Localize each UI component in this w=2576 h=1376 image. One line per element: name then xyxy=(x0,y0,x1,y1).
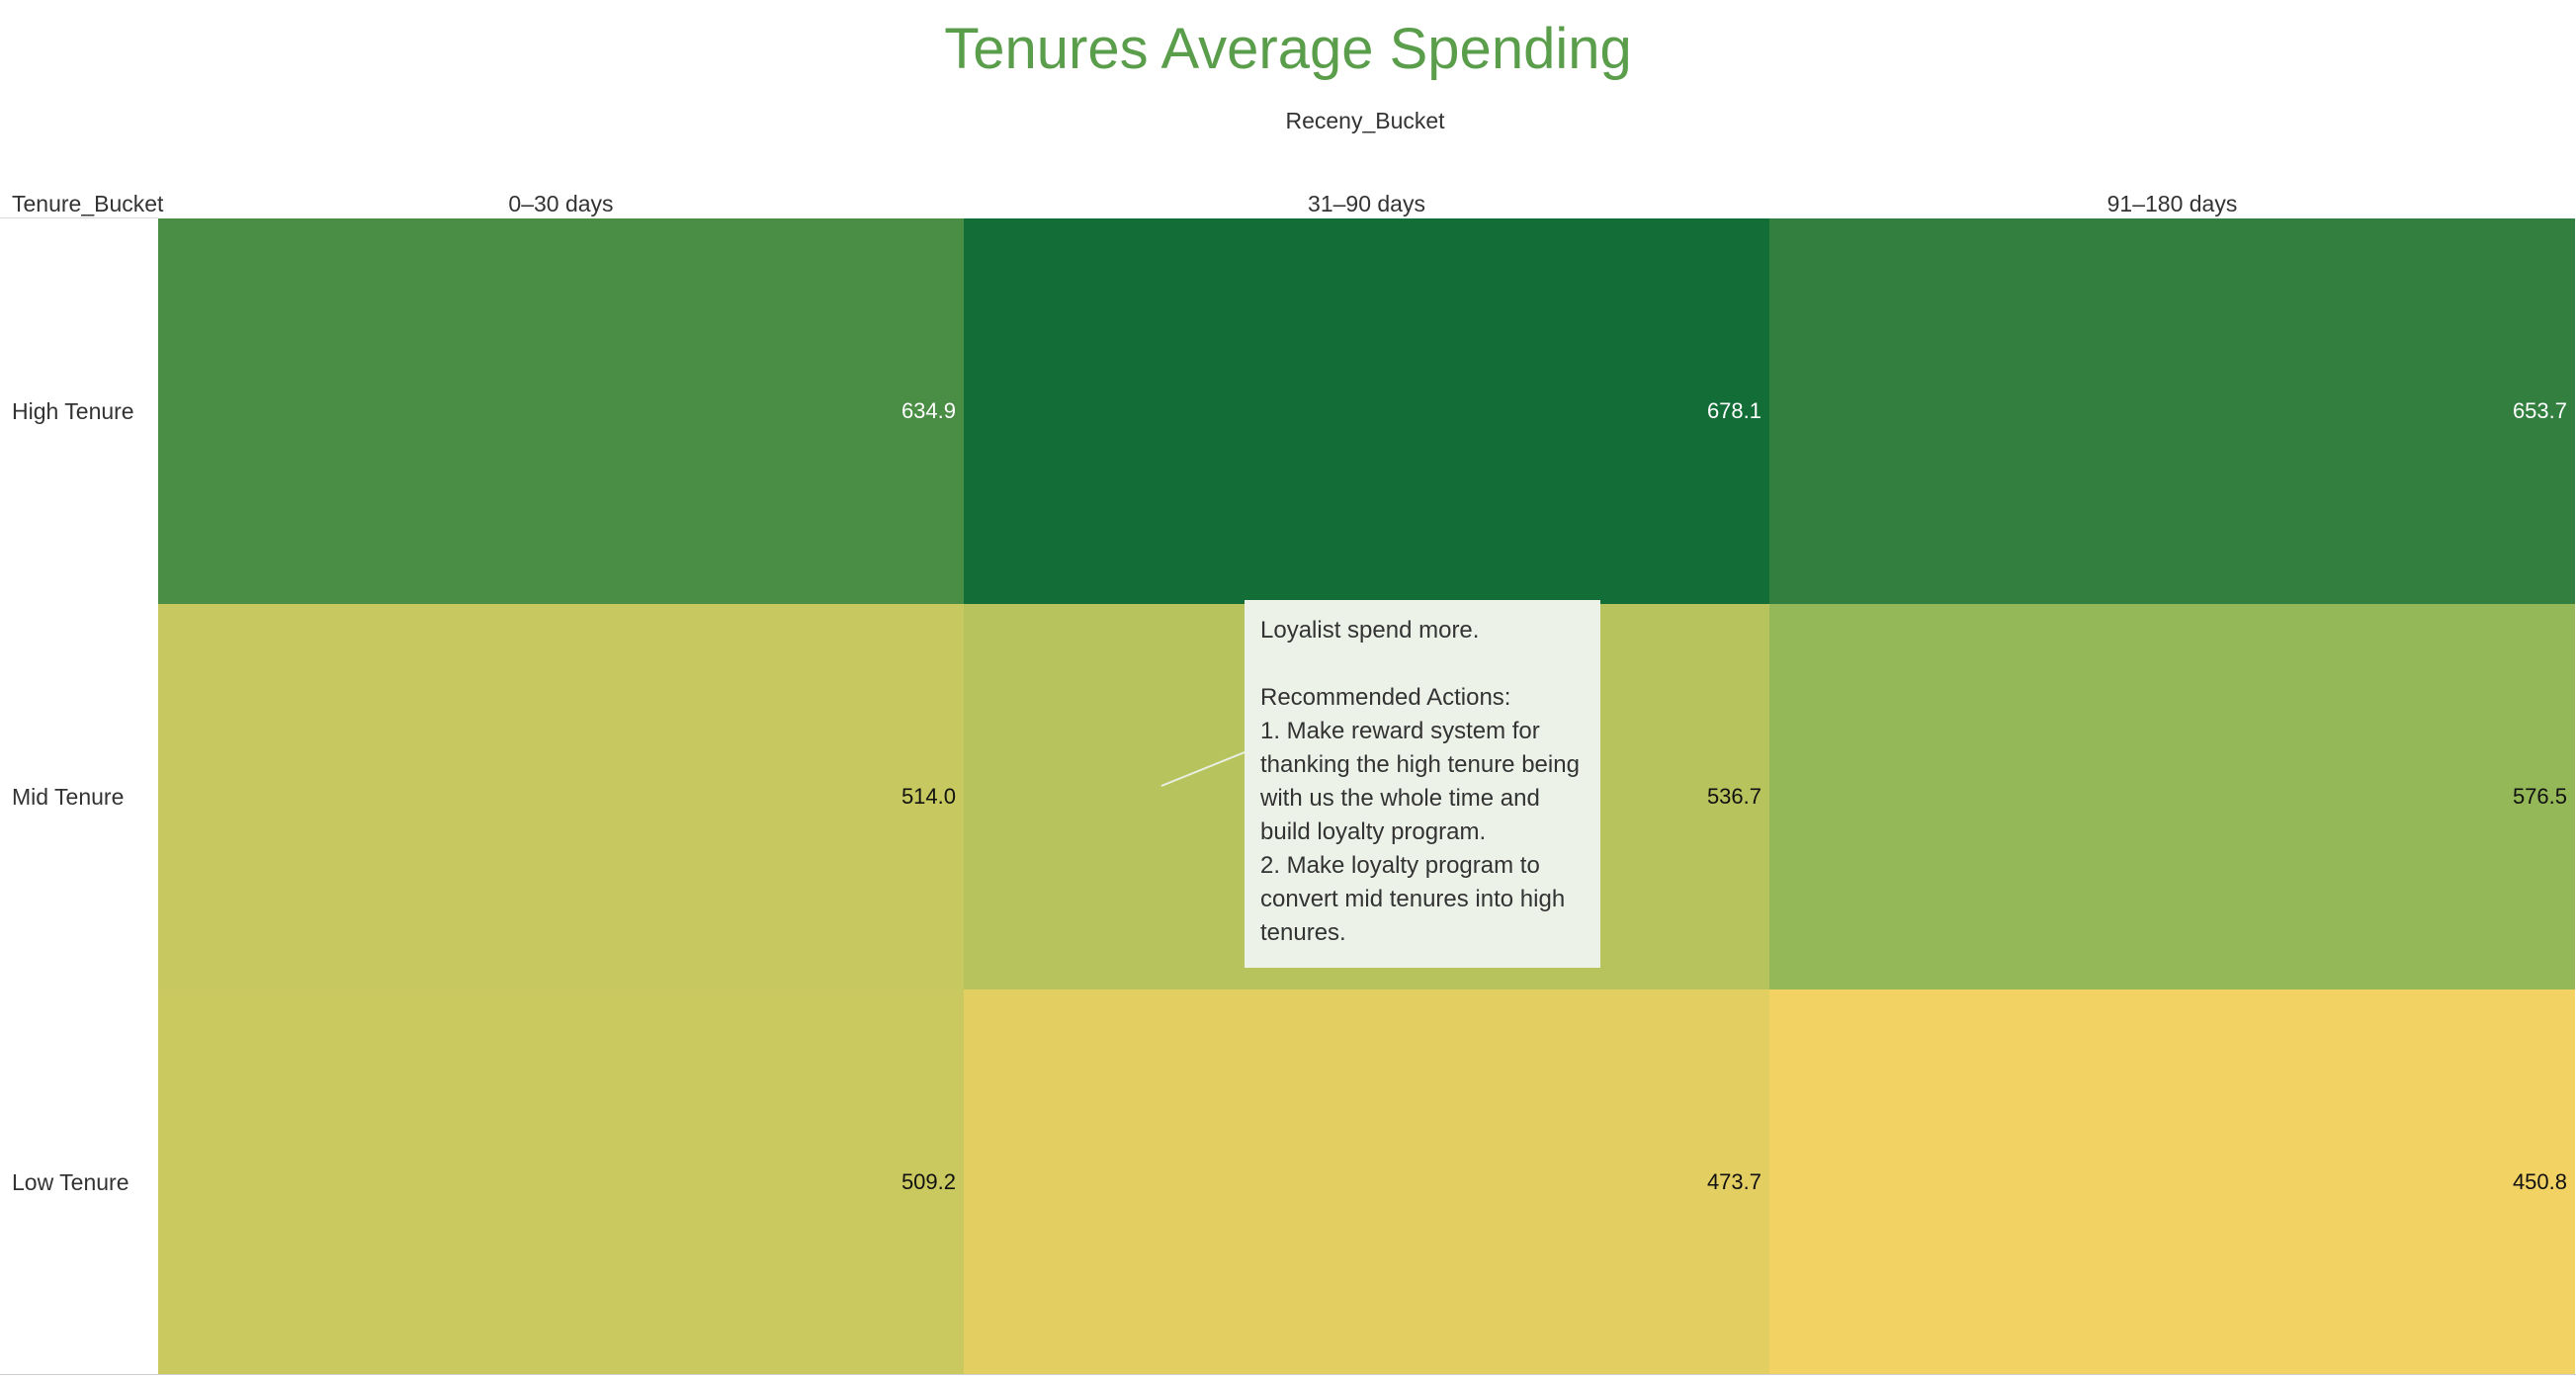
cell-value-label: 450.8 xyxy=(2512,1169,2567,1194)
annotation-headline: Loyalist spend more. xyxy=(1260,617,1480,644)
row-field-label: Tenure_Bucket xyxy=(12,191,164,216)
cell-value-label: 678.1 xyxy=(1706,398,1761,423)
annotation-action-2: 2. Make loyalty program to convert mid t… xyxy=(1260,852,1566,946)
column-label: 31–90 days xyxy=(1308,191,1425,216)
heatmap-cell[interactable]: 450.8 xyxy=(1769,989,2575,1375)
cell-value-label: 473.7 xyxy=(1706,1169,1761,1194)
heatmap-cell[interactable]: 653.7 xyxy=(1769,218,2575,604)
heatmap-cell[interactable]: 509.2 xyxy=(158,989,964,1375)
cell-value-label: 576.5 xyxy=(2512,784,2567,809)
cell-value-label: 634.9 xyxy=(901,398,956,423)
cell-value-label: 509.2 xyxy=(901,1169,956,1194)
column-field-label: Receny_Bucket xyxy=(1285,108,1445,133)
chart-title: Tenures Average Spending xyxy=(944,17,1632,81)
heatmap-cell[interactable]: 678.1 xyxy=(964,218,1769,604)
header-divider xyxy=(0,217,158,218)
cell-value-label: 514.0 xyxy=(901,784,956,809)
heatmap-cell[interactable]: 576.5 xyxy=(1769,604,2575,989)
column-label: 0–30 days xyxy=(508,191,614,216)
heatmap-cell[interactable]: 473.7 xyxy=(964,989,1769,1375)
annotation-subtitle: Recommended Actions: xyxy=(1260,684,1511,711)
row-label: Low Tenure xyxy=(12,1169,129,1195)
heatmap-cell[interactable]: 634.9 xyxy=(158,218,964,604)
cell-value-label: 536.7 xyxy=(1706,784,1761,809)
cell-value-label: 653.7 xyxy=(2512,398,2567,423)
column-label: 91–180 days xyxy=(2106,191,2238,216)
annotation-action-1: 1. Make reward system for thanking the h… xyxy=(1260,718,1580,845)
heatmap-cell[interactable]: 514.0 xyxy=(158,604,964,989)
row-label: Mid Tenure xyxy=(12,784,125,810)
row-label: High Tenure xyxy=(12,398,134,424)
bottom-divider xyxy=(0,1374,2576,1375)
annotation-box[interactable]: Loyalist spend more. Recommended Actions… xyxy=(1245,600,1600,968)
